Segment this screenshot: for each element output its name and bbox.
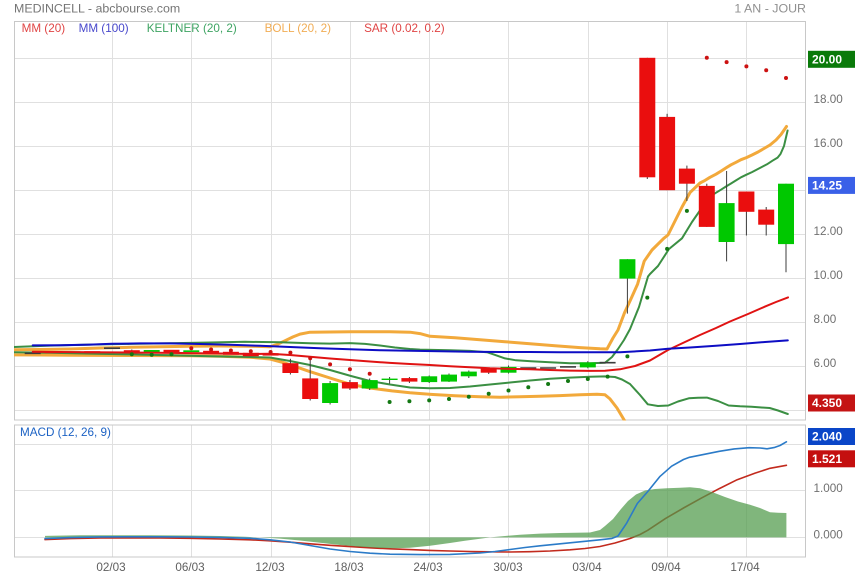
svg-text:1.000: 1.000 xyxy=(814,482,844,495)
svg-text:24/03: 24/03 xyxy=(413,561,442,574)
svg-text:20.00: 20.00 xyxy=(812,53,842,67)
svg-text:SAR (0.02, 0.2): SAR (0.02, 0.2) xyxy=(364,22,445,35)
svg-text:6.00: 6.00 xyxy=(814,357,837,370)
svg-text:06/03: 06/03 xyxy=(175,561,204,574)
svg-text:MM (20): MM (20) xyxy=(22,22,66,35)
svg-text:BOLL (20, 2): BOLL (20, 2) xyxy=(265,22,332,35)
svg-text:10.00: 10.00 xyxy=(814,269,844,282)
svg-text:KELTNER (20, 2): KELTNER (20, 2) xyxy=(147,22,237,35)
svg-text:16.00: 16.00 xyxy=(814,137,844,150)
svg-text:12/03: 12/03 xyxy=(255,561,284,574)
svg-text:09/04: 09/04 xyxy=(651,561,681,574)
svg-text:18.00: 18.00 xyxy=(814,93,844,106)
svg-text:03/04: 03/04 xyxy=(572,561,602,574)
svg-text:12.00: 12.00 xyxy=(814,225,844,238)
svg-text:4.350: 4.350 xyxy=(812,396,842,410)
svg-text:MM (100): MM (100) xyxy=(79,22,129,35)
svg-text:MACD (12, 26, 9): MACD (12, 26, 9) xyxy=(20,426,111,439)
svg-text:8.00: 8.00 xyxy=(814,313,837,326)
svg-text:1.521: 1.521 xyxy=(812,452,842,466)
svg-text:0.000: 0.000 xyxy=(814,529,844,542)
svg-text:14.25: 14.25 xyxy=(812,179,842,193)
svg-text:MEDINCELL - abcbourse.com: MEDINCELL - abcbourse.com xyxy=(14,2,180,16)
svg-text:02/03: 02/03 xyxy=(96,561,125,574)
svg-text:18/03: 18/03 xyxy=(334,561,363,574)
svg-text:30/03: 30/03 xyxy=(493,561,522,574)
svg-text:2.040: 2.040 xyxy=(812,430,842,444)
svg-text:1 AN - JOUR: 1 AN - JOUR xyxy=(734,2,806,16)
svg-text:17/04: 17/04 xyxy=(730,561,760,574)
